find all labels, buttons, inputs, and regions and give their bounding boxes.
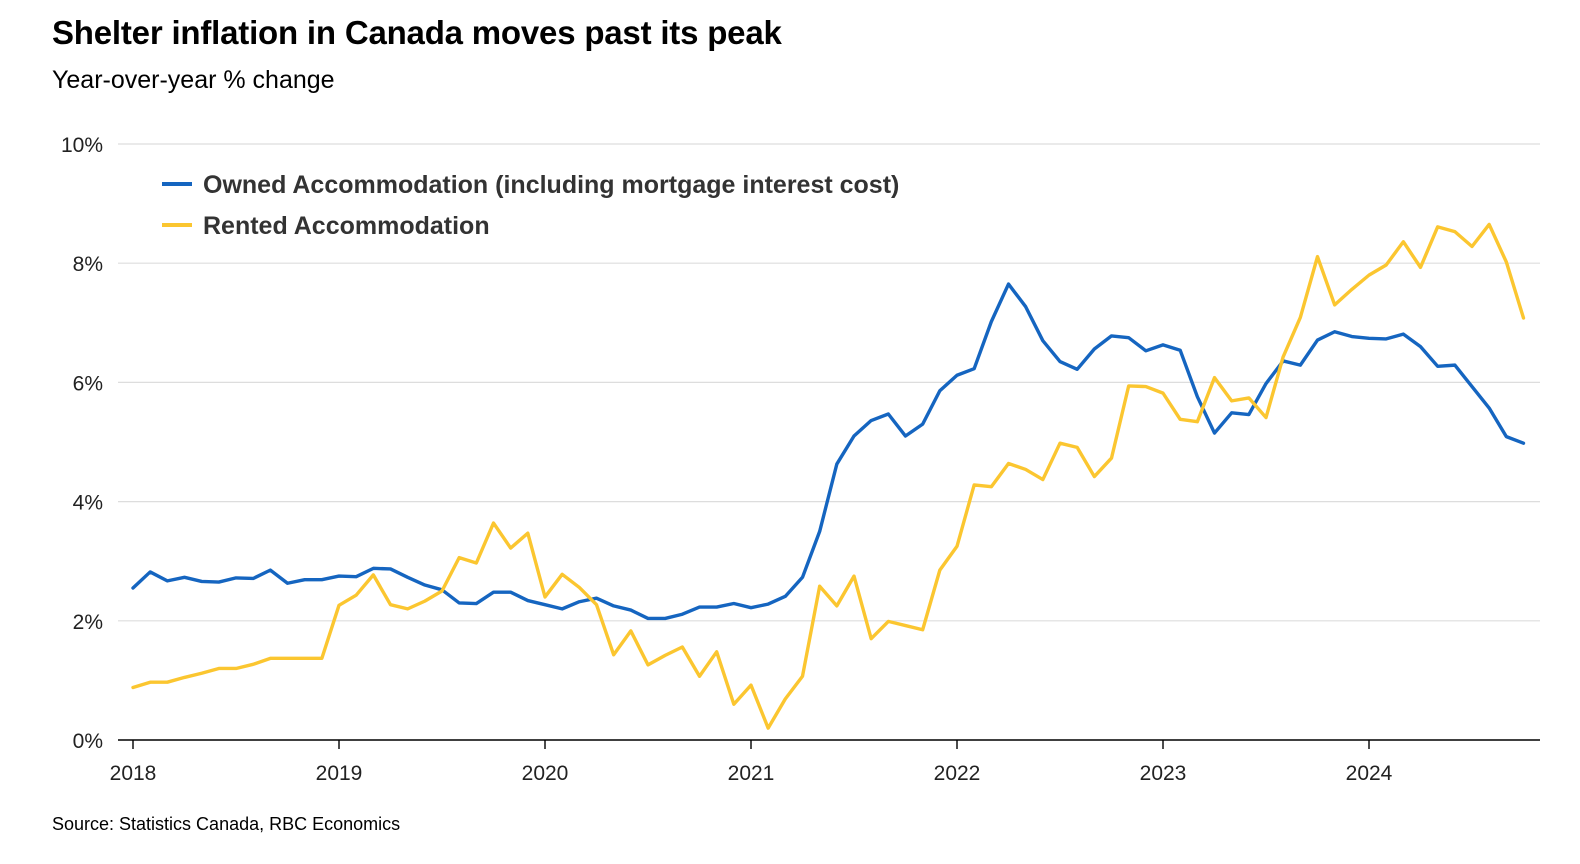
y-tick-label: 2% [73,611,103,634]
x-tick-label: 2019 [316,762,363,785]
x-tick-label: 2018 [110,762,157,785]
x-axis: 2018 2019 2020 2021 2022 2023 2024 [110,739,1540,785]
x-tick-label: 2023 [1140,762,1187,785]
y-tick-label: 0% [73,730,103,753]
legend-label: Rented Accommodation [203,212,490,240]
y-tick-label: 10% [61,134,103,157]
chart-title: Shelter inflation in Canada moves past i… [52,14,782,51]
x-tick-label: 2024 [1346,762,1393,785]
legend-label: Owned Accommodation (including mortgage … [203,171,899,199]
y-tick-label: 6% [73,372,103,395]
chart-subtitle: Year-over-year % change [52,66,335,94]
gridlines: 0% 2% 4% 6% 8% 10% [61,134,1540,753]
rented-accommodation-line [131,222,1526,730]
series-lines [131,222,1526,730]
y-tick-label: 8% [73,253,103,276]
y-tick-label: 4% [73,492,103,515]
legend: Owned Accommodation (including mortgage … [162,171,899,240]
x-tick-label: 2022 [934,762,981,785]
x-tick-label: 2021 [728,762,775,785]
source-note: Source: Statistics Canada, RBC Economics [52,814,401,834]
x-tick-label: 2020 [522,762,569,785]
owned-accommodation-line [131,282,1526,621]
